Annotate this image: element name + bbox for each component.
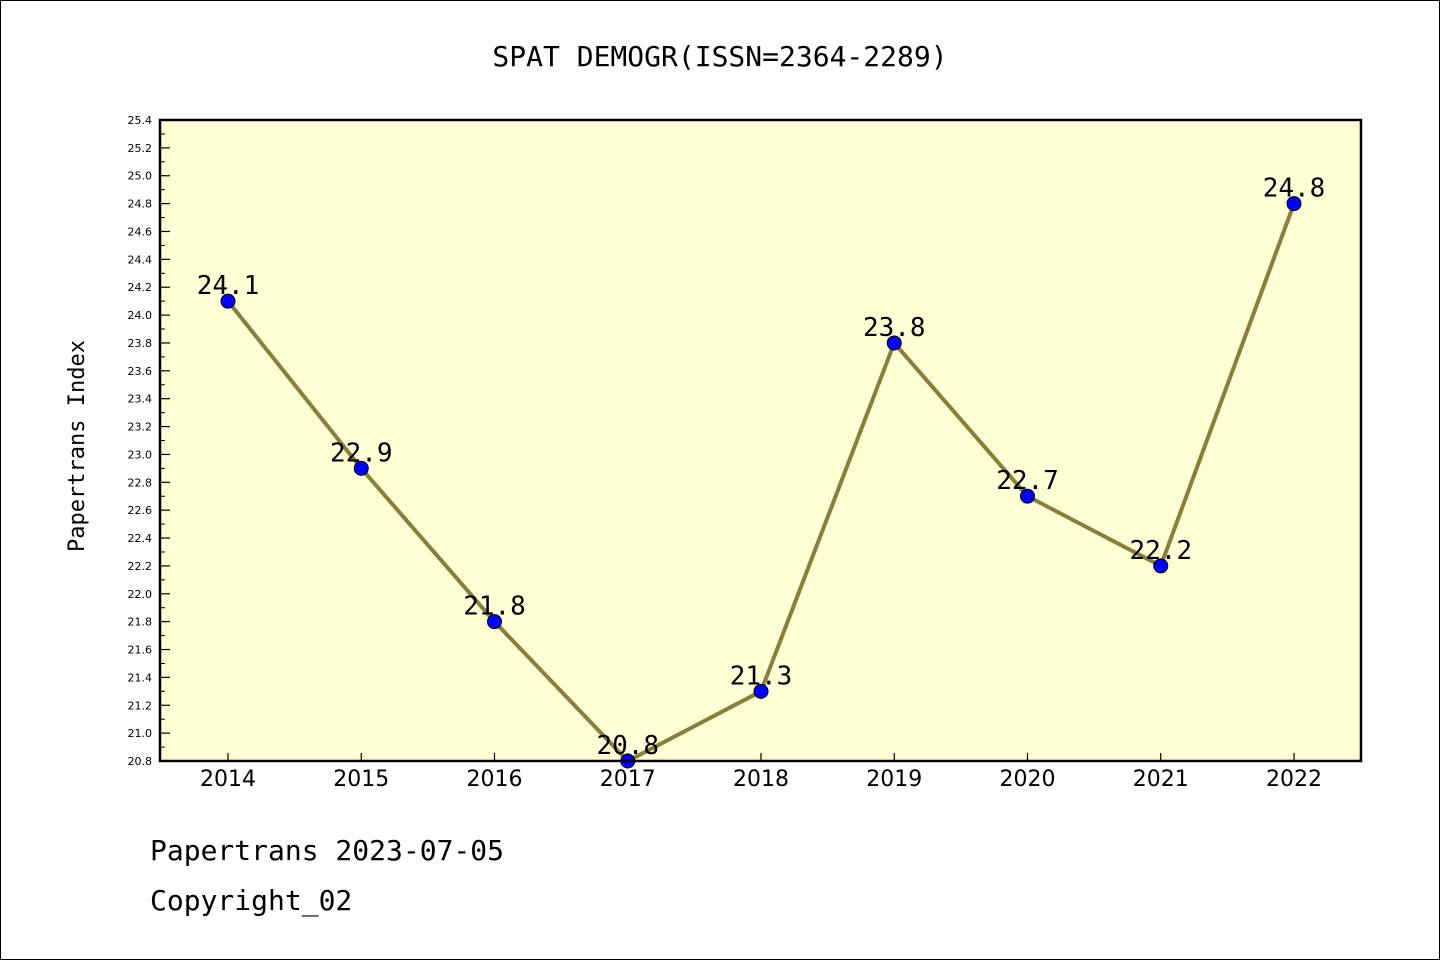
y-tick-label: 23.4 [128, 393, 153, 406]
y-tick-label: 24.4 [128, 253, 153, 266]
data-points [220, 196, 1302, 769]
x-tick-label: 2016 [467, 767, 523, 792]
data-point [1286, 196, 1302, 212]
data-label: 23.8 [863, 313, 926, 343]
x-tick-label: 2018 [733, 767, 789, 792]
x-tick-label: 2019 [866, 767, 922, 792]
data-label: 24.1 [197, 271, 260, 301]
data-label: 21.3 [730, 661, 793, 691]
y-tick-label: 22.8 [128, 476, 153, 489]
y-tick-label: 21.6 [128, 644, 153, 657]
y-tick-label: 22.2 [128, 560, 153, 573]
x-tick-label: 2020 [1000, 767, 1056, 792]
y-tick-label: 23.6 [128, 365, 153, 378]
data-labels: 24.1 22.9 21.8 20.8 21.3 23.8 22.7 22.2 24.8 [197, 174, 1326, 761]
data-point [886, 335, 902, 351]
y-tick-label: 22.6 [128, 504, 153, 517]
y-tick-label: 23.0 [128, 448, 153, 461]
y-tick-label: 21.4 [128, 671, 153, 684]
y-tick-label: 25.2 [128, 142, 153, 155]
y-tick-label: 24.8 [128, 198, 153, 211]
data-point [1153, 558, 1169, 574]
y-tick-label: 21.0 [128, 727, 153, 740]
y-tick-label: 24.0 [128, 309, 153, 322]
data-label: 24.8 [1263, 174, 1326, 204]
y-tick-label: 23.8 [128, 337, 153, 350]
data-label: 22.9 [330, 438, 393, 468]
y-axis-ticks: 20.8 21.0 21.2 21.4 21.6 21.8 22.0 22.2 22.4 22.6… [128, 114, 170, 768]
y-tick-label: 24.2 [128, 281, 153, 294]
y-tick-label: 25.4 [128, 114, 153, 127]
data-point [487, 614, 502, 630]
y-tick-label: 21.2 [128, 699, 153, 712]
footer-date: Papertrans 2023-07-05 [150, 834, 505, 867]
data-point [353, 460, 369, 476]
data-label: 20.8 [596, 731, 659, 761]
plot-area [160, 120, 1361, 761]
chart-title: SPAT DEMOGR(ISSN=2364-2289) [492, 40, 947, 73]
x-tick-label: 2022 [1266, 767, 1322, 792]
y-tick-label: 22.4 [128, 532, 153, 545]
data-label: 22.2 [1129, 536, 1192, 566]
y-tick-label: 20.8 [128, 755, 153, 768]
x-tick-label: 2014 [200, 767, 256, 792]
data-label: 21.8 [463, 592, 526, 622]
x-tick-label: 2015 [333, 767, 389, 792]
y-tick-label: 24.6 [128, 225, 153, 238]
data-point [1020, 488, 1035, 504]
data-label: 22.7 [996, 466, 1059, 496]
footer-copyright: Copyright_02 [150, 884, 353, 917]
data-point [753, 683, 769, 699]
x-tick-label: 2017 [600, 767, 656, 792]
y-tick-label: 21.8 [128, 616, 153, 629]
plot-border [158, 118, 1363, 763]
y-tick-label: 22.0 [128, 588, 153, 601]
y-tick-label: 23.2 [128, 421, 153, 434]
y-tick-label: 25.0 [128, 170, 153, 183]
x-axis-ticks: 2014 2015 2016 2017 2018 2019 2020 2021 2022 [200, 753, 1322, 792]
data-point [220, 293, 236, 309]
x-tick-label: 2021 [1133, 767, 1189, 792]
y-axis-label: Papertrans Index [65, 340, 90, 552]
